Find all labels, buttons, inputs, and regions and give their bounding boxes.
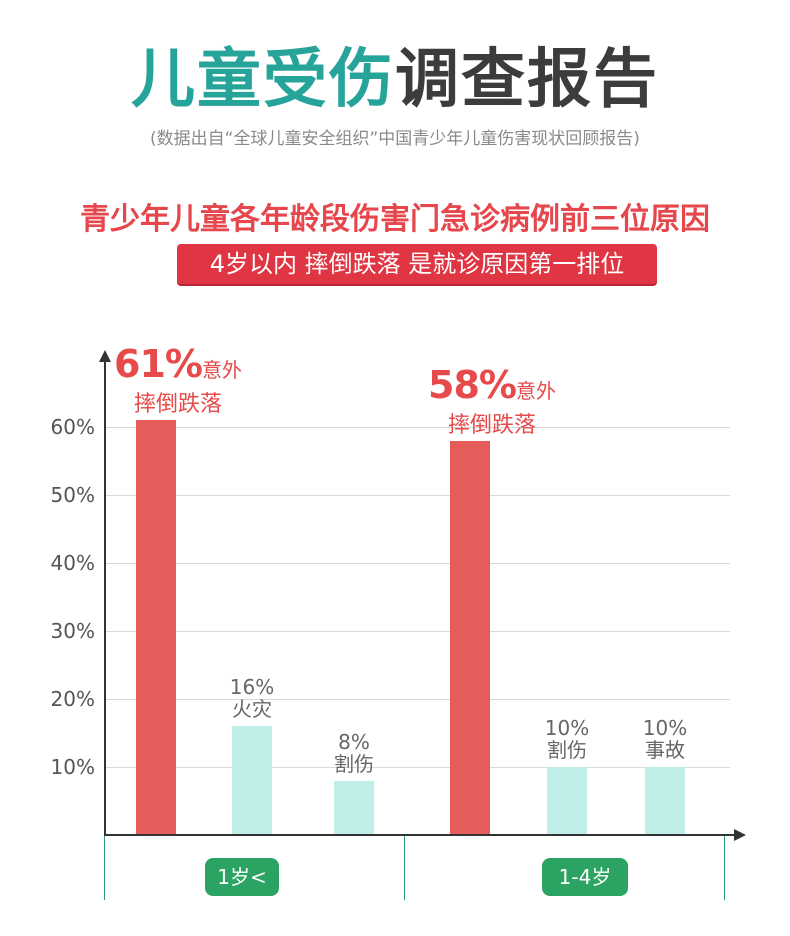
bar-cause-label: 火灾 [232,697,272,721]
bar-label: 10% 事故 [625,717,705,761]
bar-value-label: 10% [642,716,688,740]
gridline [106,631,730,632]
group-divider [724,836,725,900]
bar-label: 10% 割伤 [527,717,607,761]
bar-label: 8% 割伤 [314,731,394,775]
category-label: 1岁< [205,858,279,896]
bar-note-label: 意外 [201,358,242,382]
y-axis [104,362,106,836]
chart-headline: 青少年儿童各年龄段伤害门急诊病例前三位原因 [80,202,710,237]
title-dark-part: 调查报告 [395,43,659,117]
y-tick-label: 30% [50,619,95,643]
title-green-part: 儿童受伤 [131,43,395,117]
bar [334,781,374,835]
bar-value-label: 58% [428,363,517,407]
bar-label: 16% 火灾 [212,676,292,720]
source-note: (数据出自“全球儿童安全组织”中国青少年儿童伤害现状回顾报告) [150,129,640,149]
bar-value-label: 61% [114,342,203,386]
bar-cause-label: 摔倒跌落 [133,392,222,417]
bar-value-label: 10% [544,716,590,740]
gridline [106,495,730,496]
gridline [106,767,730,768]
bar-cause-label: 割伤 [547,738,587,762]
y-tick-label: 60% [50,415,95,439]
y-tick-label: 10% [50,755,95,779]
bar [645,767,685,835]
bar [136,420,176,835]
bar-cause-label: 摔倒跌落 [447,413,536,438]
bar-callout: 61%意外摔倒跌落 [114,342,242,418]
bar-callout: 58%意外摔倒跌落 [428,363,556,439]
gridline [106,563,730,564]
bar-cause-label: 割伤 [334,752,374,776]
x-axis-arrow-icon [734,829,746,841]
bar-cause-label: 事故 [645,738,685,762]
group-divider [404,836,405,900]
page-title: 儿童受伤调查报告 [0,40,790,120]
x-axis [104,834,738,836]
y-tick-label: 20% [50,687,95,711]
bar [547,767,587,835]
group-divider [104,836,105,900]
bar-value-label: 8% [338,730,370,754]
gridline [106,699,730,700]
y-tick-label: 40% [50,551,95,575]
y-axis-arrow-icon [99,350,111,362]
bar [232,726,272,835]
gridline [106,427,730,428]
bar-note-label: 意外 [515,379,556,403]
highlight-banner: 4岁以内 摔倒跌落 是就诊原因第一排位 [177,244,657,284]
bar-value-label: 16% [229,675,275,699]
category-label: 1-4岁 [542,858,628,896]
bar [450,441,490,835]
y-tick-label: 50% [50,483,95,507]
